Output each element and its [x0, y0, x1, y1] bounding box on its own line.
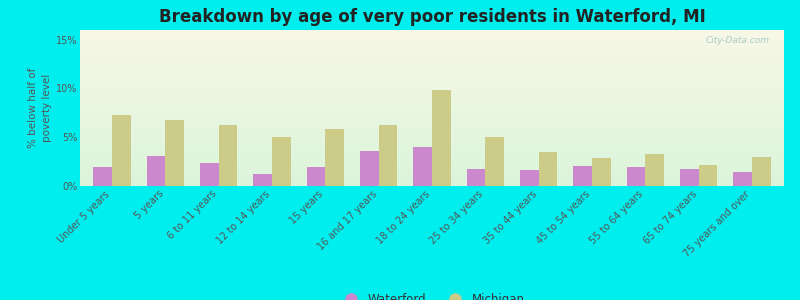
Bar [538, 152, 558, 186]
Bar [592, 158, 610, 186]
Bar [218, 124, 238, 186]
Bar [698, 164, 718, 186]
Bar [414, 147, 432, 186]
Bar [326, 129, 344, 186]
Y-axis label: % below half of
poverty level: % below half of poverty level [28, 68, 51, 148]
Bar [112, 115, 130, 186]
Bar [360, 151, 378, 186]
Bar [200, 163, 218, 186]
Bar [752, 157, 770, 186]
Title: Breakdown by age of very poor residents in Waterford, MI: Breakdown by age of very poor residents … [158, 8, 706, 26]
Bar [486, 137, 504, 186]
Legend: Waterford, Michigan: Waterford, Michigan [334, 289, 530, 300]
Bar [166, 120, 184, 186]
Bar [626, 167, 646, 186]
Bar [254, 174, 272, 186]
Bar [466, 169, 486, 186]
Bar [574, 166, 592, 186]
Bar [646, 154, 664, 186]
Bar [680, 169, 698, 186]
Bar [378, 124, 398, 186]
Bar [734, 172, 752, 186]
Bar [94, 167, 112, 186]
Bar [146, 156, 166, 186]
Bar [272, 137, 290, 186]
Bar [520, 170, 538, 186]
Text: City-Data.com: City-Data.com [706, 36, 770, 45]
Bar [306, 167, 326, 186]
Bar [432, 90, 450, 186]
